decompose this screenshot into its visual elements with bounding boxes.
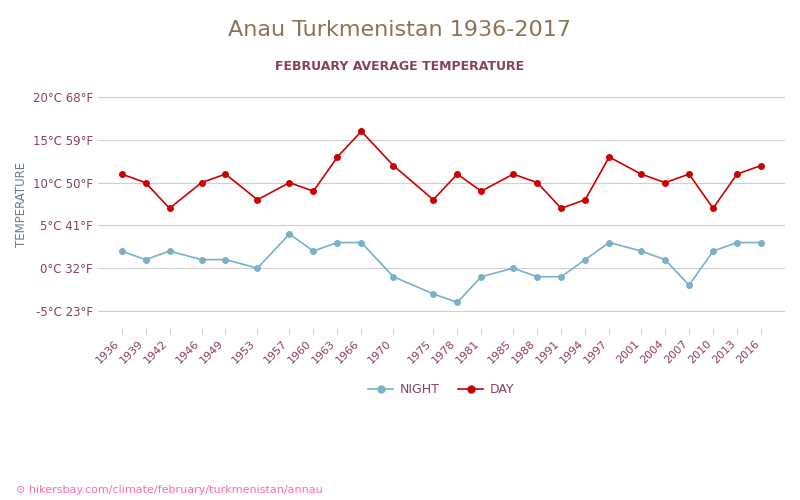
Text: Anau Turkmenistan 1936-2017: Anau Turkmenistan 1936-2017 (229, 20, 571, 40)
Text: ⊙ hikersbay.com/climate/february/turkmenistan/annau: ⊙ hikersbay.com/climate/february/turkmen… (16, 485, 322, 495)
Text: FEBRUARY AVERAGE TEMPERATURE: FEBRUARY AVERAGE TEMPERATURE (275, 60, 525, 73)
Legend: NIGHT, DAY: NIGHT, DAY (363, 378, 519, 401)
Y-axis label: TEMPERATURE: TEMPERATURE (15, 162, 28, 246)
